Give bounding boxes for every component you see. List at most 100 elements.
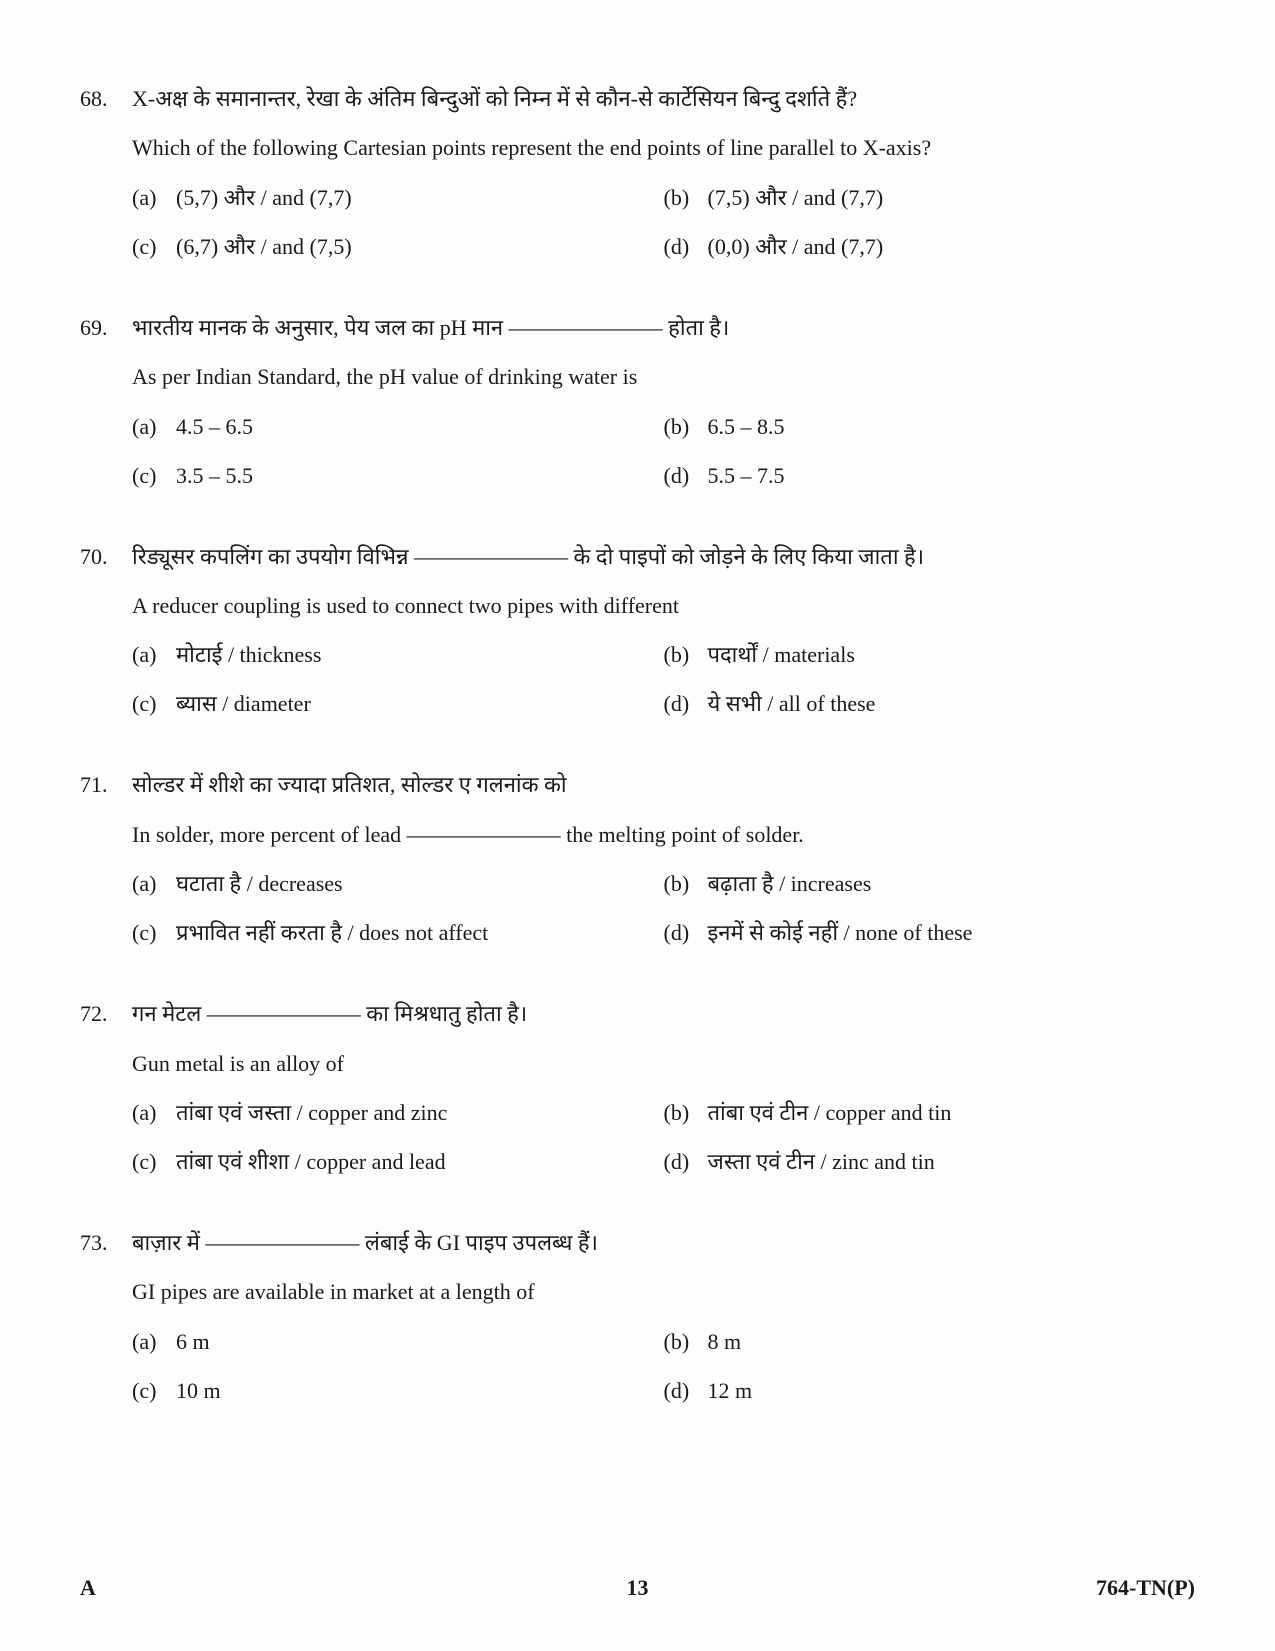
question-number: 73. — [80, 1230, 132, 1256]
option-b: (b)तांबा एवं टीन / copper and tin — [664, 1096, 1196, 1129]
option-text: घटाता है / decreases — [176, 867, 343, 900]
question-text-hindi: भारतीय मानक के अनुसार, पेय जल का pH मान … — [132, 309, 729, 346]
option-d: (d)ये सभी / all of these — [664, 687, 1196, 720]
option-label: (d) — [664, 1149, 708, 1175]
option-label: (d) — [664, 920, 708, 946]
options-grid: (a)मोटाई / thickness (b)पदार्थों / mater… — [132, 638, 1195, 720]
option-label: (b) — [664, 1100, 708, 1126]
question-text-hindi: गन मेटल ——————— का मिश्रधातु होता है। — [132, 995, 527, 1032]
question-text-english: A reducer coupling is used to connect tw… — [132, 587, 1195, 624]
question-72: 72. गन मेटल ——————— का मिश्रधातु होता है… — [80, 995, 1195, 1178]
question-73: 73. बाज़ार में ——————— लंबाई के GI पाइप … — [80, 1224, 1195, 1407]
option-text: 12 m — [708, 1374, 753, 1407]
option-c: (c)प्रभावित नहीं करता है / does not affe… — [132, 916, 664, 949]
question-text-hindi: सोल्डर में शीशे का ज्यादा प्रतिशत, सोल्ड… — [132, 766, 567, 803]
option-text: (0,0) और / and (7,7) — [708, 230, 884, 263]
option-text: तांबा एवं जस्ता / copper and zinc — [176, 1096, 447, 1129]
option-text: 4.5 – 6.5 — [176, 410, 253, 443]
exam-page: 68. X-अक्ष के समानान्तर, रेखा के अंतिम ब… — [0, 0, 1275, 1651]
options-grid: (a)6 m (b)8 m (c)10 m (d)12 m — [132, 1325, 1195, 1407]
question-text-english: As per Indian Standard, the pH value of … — [132, 358, 1195, 395]
option-c: (c)ब्यास / diameter — [132, 687, 664, 720]
option-text: मोटाई / thickness — [176, 638, 321, 671]
option-b: (b)पदार्थों / materials — [664, 638, 1196, 671]
option-label: (d) — [664, 234, 708, 260]
question-71: 71. सोल्डर में शीशे का ज्यादा प्रतिशत, स… — [80, 766, 1195, 949]
option-text: (7,5) और / and (7,7) — [708, 181, 884, 214]
option-label: (b) — [664, 1329, 708, 1355]
option-text: जस्ता एवं टीन / zinc and tin — [708, 1145, 935, 1178]
question-number: 70. — [80, 544, 132, 570]
option-label: (c) — [132, 1378, 176, 1404]
option-d: (d)12 m — [664, 1374, 1196, 1407]
option-label: (a) — [132, 1329, 176, 1355]
option-label: (c) — [132, 1149, 176, 1175]
option-c: (c)10 m — [132, 1374, 664, 1407]
option-d: (d)(0,0) और / and (7,7) — [664, 230, 1196, 263]
option-d: (d)5.5 – 7.5 — [664, 459, 1196, 492]
options-grid: (a)4.5 – 6.5 (b)6.5 – 8.5 (c)3.5 – 5.5 (… — [132, 410, 1195, 492]
option-c: (c)3.5 – 5.5 — [132, 459, 664, 492]
question-number: 68. — [80, 86, 132, 112]
option-text: 8 m — [708, 1325, 742, 1358]
option-text: 5.5 – 7.5 — [708, 459, 785, 492]
footer-page-number: 13 — [627, 1575, 649, 1601]
option-a: (a)तांबा एवं जस्ता / copper and zinc — [132, 1096, 664, 1129]
option-label: (a) — [132, 642, 176, 668]
question-text-hindi: बाज़ार में ——————— लंबाई के GI पाइप उपलब… — [132, 1224, 598, 1261]
option-label: (c) — [132, 920, 176, 946]
option-a: (a)घटाता है / decreases — [132, 867, 664, 900]
option-a: (a)6 m — [132, 1325, 664, 1358]
option-text: 10 m — [176, 1374, 221, 1407]
option-text: प्रभावित नहीं करता है / does not affect — [176, 916, 488, 949]
option-label: (d) — [664, 1378, 708, 1404]
option-label: (a) — [132, 185, 176, 211]
option-label: (d) — [664, 691, 708, 717]
option-label: (a) — [132, 871, 176, 897]
option-text: ये सभी / all of these — [708, 687, 876, 720]
option-a: (a)(5,7) और / and (7,7) — [132, 181, 664, 214]
question-text-hindi: X-अक्ष के समानान्तर, रेखा के अंतिम बिन्द… — [132, 80, 857, 117]
question-text-english: Which of the following Cartesian points … — [132, 129, 1195, 166]
footer-paper-code: 764-TN(P) — [1096, 1575, 1195, 1601]
option-label: (b) — [664, 414, 708, 440]
question-68: 68. X-अक्ष के समानान्तर, रेखा के अंतिम ब… — [80, 80, 1195, 263]
options-grid: (a)(5,7) और / and (7,7) (b)(7,5) और / an… — [132, 181, 1195, 263]
option-label: (b) — [664, 871, 708, 897]
option-text: बढ़ाता है / increases — [708, 867, 872, 900]
option-b: (b)बढ़ाता है / increases — [664, 867, 1196, 900]
option-label: (c) — [132, 234, 176, 260]
question-text-english: GI pipes are available in market at a le… — [132, 1273, 1195, 1310]
options-grid: (a)घटाता है / decreases (b)बढ़ाता है / i… — [132, 867, 1195, 949]
option-text: तांबा एवं टीन / copper and tin — [708, 1096, 952, 1129]
option-label: (b) — [664, 642, 708, 668]
options-grid: (a)तांबा एवं जस्ता / copper and zinc (b)… — [132, 1096, 1195, 1178]
question-text-english: Gun metal is an alloy of — [132, 1045, 1195, 1082]
option-b: (b)(7,5) और / and (7,7) — [664, 181, 1196, 214]
question-text-english: In solder, more percent of lead ——————— … — [132, 816, 1195, 853]
option-b: (b)8 m — [664, 1325, 1196, 1358]
option-text: तांबा एवं शीशा / copper and lead — [176, 1145, 446, 1178]
option-text: (6,7) और / and (7,5) — [176, 230, 352, 263]
option-d: (d)जस्ता एवं टीन / zinc and tin — [664, 1145, 1196, 1178]
option-text: (5,7) और / and (7,7) — [176, 181, 352, 214]
option-label: (d) — [664, 463, 708, 489]
option-text: पदार्थों / materials — [708, 638, 855, 671]
option-d: (d)इनमें से कोई नहीं / none of these — [664, 916, 1196, 949]
option-text: 3.5 – 5.5 — [176, 459, 253, 492]
option-b: (b)6.5 – 8.5 — [664, 410, 1196, 443]
option-c: (c)(6,7) और / and (7,5) — [132, 230, 664, 263]
question-70: 70. रिड्यूसर कपलिंग का उपयोग विभिन्न ———… — [80, 538, 1195, 721]
option-text: इनमें से कोई नहीं / none of these — [708, 916, 973, 949]
question-number: 71. — [80, 772, 132, 798]
option-a: (a)मोटाई / thickness — [132, 638, 664, 671]
question-number: 72. — [80, 1001, 132, 1027]
page-footer: A 13 764-TN(P) — [80, 1575, 1195, 1601]
option-c: (c)तांबा एवं शीशा / copper and lead — [132, 1145, 664, 1178]
question-69: 69. भारतीय मानक के अनुसार, पेय जल का pH … — [80, 309, 1195, 492]
option-text: 6.5 – 8.5 — [708, 410, 785, 443]
question-text-hindi: रिड्यूसर कपलिंग का उपयोग विभिन्न ———————… — [132, 538, 924, 575]
option-text: 6 m — [176, 1325, 210, 1358]
question-number: 69. — [80, 315, 132, 341]
option-text: ब्यास / diameter — [176, 687, 311, 720]
